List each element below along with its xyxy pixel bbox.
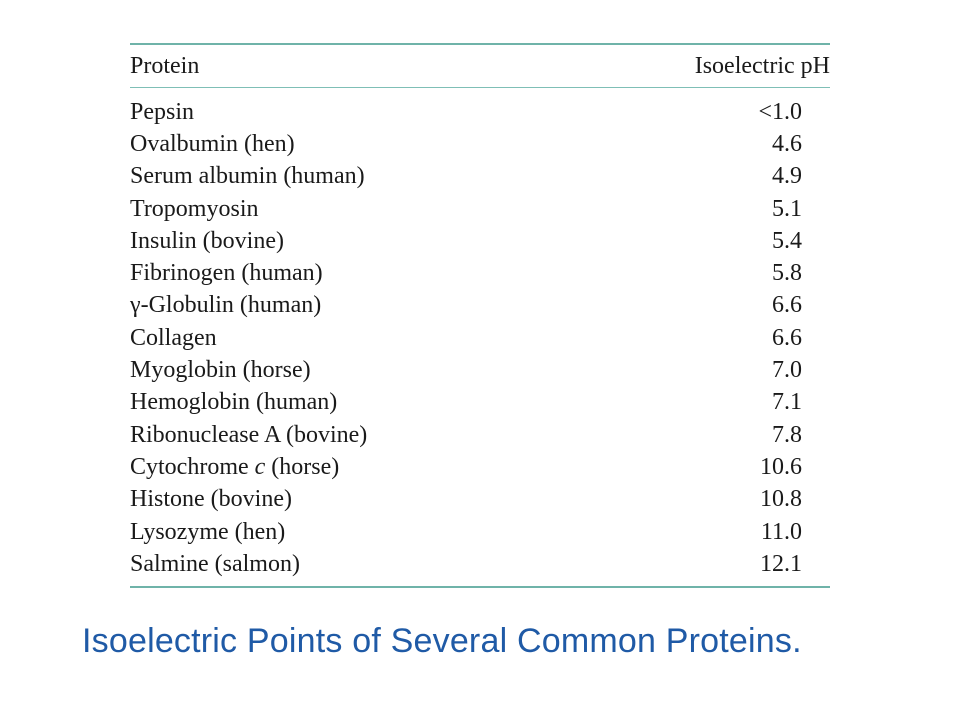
isoelectric-ph-value: 10.6 [760,453,802,480]
protein-name: Ribonuclease A (bovine) [130,421,368,448]
table-row: Cytochrome c (horse) 10.6 [130,451,830,483]
protein-name: Pepsin [130,98,195,125]
header-protein: Protein [130,52,200,79]
isoelectric-ph-value: 5.1 [772,195,802,222]
isoelectric-ph-value: 11.0 [760,518,802,545]
table-row: Histone (bovine) 10.8 [130,484,830,516]
isoelectric-ph-value: 5.4 [772,227,802,254]
protein-name: Fibrinogen (human) [130,260,323,287]
isoelectric-ph-value: 6.6 [772,324,802,351]
isoelectric-ph-value: 6.6 [772,292,802,319]
table-header-rule [130,87,830,88]
protein-name: Salmine (salmon) [130,550,300,577]
table-row: Ovalbumin (hen) 4.6 [130,128,830,160]
protein-name: Hemoglobin (human) [130,389,338,416]
caption: Isoelectric Points of Several Common Pro… [82,622,802,660]
table-header: Protein Isoelectric pH [130,45,830,87]
isoelectric-ph-value: 7.1 [772,389,802,416]
table-row: Insulin (bovine) 5.4 [130,225,830,257]
table-row: γ-Globulin (human) 6.6 [130,290,830,322]
table-row: Salmine (salmon) 12.1 [130,548,830,580]
table-body: Pepsin <1.0 Ovalbumin (hen) 4.6 Serum albumi… [130,88,830,586]
table-row: Tropomyosin 5.1 [130,193,830,225]
isoelectric-ph-value: 4.6 [772,130,802,157]
table-row: Myoglobin (horse) 7.0 [130,354,830,386]
protein-name: Ovalbumin (hen) [130,130,295,157]
header-isoelectric-ph: Isoelectric pH [694,52,830,79]
protein-name: Lysozyme (hen) [130,518,286,545]
isoelectric-table: Protein Isoelectric pH Pepsin <1.0 Ovalbum… [130,43,830,589]
table-row: Fibrinogen (human) 5.8 [130,257,830,289]
isoelectric-ph-value: 12.1 [760,550,802,577]
isoelectric-ph-value: 10.8 [760,486,802,513]
table-bottom-rule [130,586,830,589]
table-row: Lysozyme (hen) 11.0 [130,516,830,548]
table-row: Collagen 6.6 [130,322,830,354]
protein-name: Collagen [130,324,217,351]
protein-name: Histone (bovine) [130,486,292,513]
table-row: Serum albumin (human) 4.9 [130,161,830,193]
table-row: Ribonuclease A (bovine) 7.8 [130,419,830,451]
isoelectric-ph-value: 7.8 [772,421,802,448]
table-row: Hemoglobin (human) 7.1 [130,387,830,419]
protein-name: Tropomyosin [130,195,259,222]
table-row: Pepsin <1.0 [130,96,830,128]
isoelectric-ph-value: 5.8 [772,260,802,287]
protein-name: Cytochrome c (horse) [130,453,340,480]
protein-name: γ-Globulin (human) [130,292,322,319]
protein-name: Serum albumin (human) [130,163,365,190]
isoelectric-ph-value: 4.9 [772,163,802,190]
protein-name: Insulin (bovine) [130,227,284,254]
isoelectric-ph-value: 7.0 [772,357,802,384]
isoelectric-ph-value: <1.0 [758,98,802,125]
protein-name: Myoglobin (horse) [130,357,311,384]
table-top-rule [130,43,830,45]
